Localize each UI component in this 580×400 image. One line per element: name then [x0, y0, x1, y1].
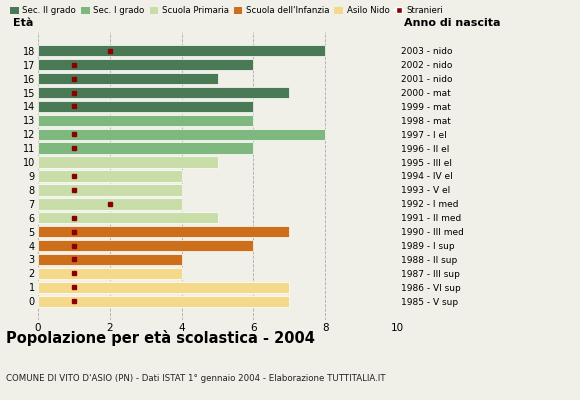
Bar — [38, 254, 182, 265]
Legend: Sec. II grado, Sec. I grado, Scuola Primaria, Scuola dell'Infanzia, Asilo Nido, : Sec. II grado, Sec. I grado, Scuola Prim… — [10, 6, 443, 15]
Bar — [38, 73, 218, 84]
Bar — [38, 296, 289, 307]
Bar — [38, 101, 253, 112]
Bar — [38, 240, 253, 251]
Bar — [38, 128, 325, 140]
Bar — [38, 115, 253, 126]
Text: Popolazione per età scolastica - 2004: Popolazione per età scolastica - 2004 — [6, 330, 315, 346]
Bar — [38, 142, 253, 154]
Bar — [38, 184, 182, 196]
Bar — [38, 45, 325, 56]
Bar — [38, 198, 182, 210]
Bar — [38, 226, 289, 237]
Text: Età: Età — [13, 18, 33, 28]
Bar — [38, 268, 182, 279]
Bar — [38, 170, 182, 182]
Bar — [38, 87, 289, 98]
Bar — [38, 59, 253, 70]
Bar — [38, 156, 218, 168]
Bar — [38, 282, 289, 293]
Bar — [38, 212, 218, 224]
Text: Anno di nascita: Anno di nascita — [404, 18, 501, 28]
Text: COMUNE DI VITO D'ASIO (PN) - Dati ISTAT 1° gennaio 2004 - Elaborazione TUTTITALI: COMUNE DI VITO D'ASIO (PN) - Dati ISTAT … — [6, 374, 385, 383]
